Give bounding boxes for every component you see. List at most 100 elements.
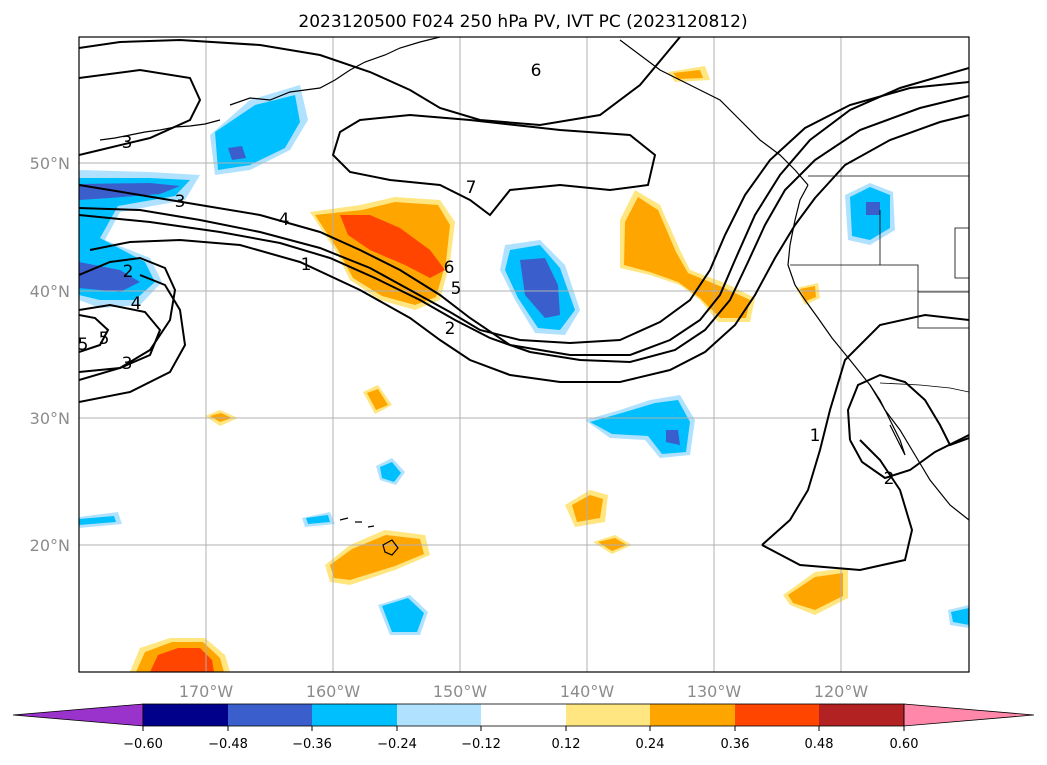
contour-label: 2 <box>884 469 895 489</box>
contour-label: 7 <box>466 178 477 198</box>
colorbar-segment <box>397 704 481 726</box>
lon-label-120w: 120°W <box>814 682 869 701</box>
colorbar: −0.60 −0.48 −0.36 −0.24 −0.12 0.12 0.24 … <box>12 703 1035 752</box>
colorbar-tick-label: −0.24 <box>377 737 417 752</box>
colorbar-segment <box>566 704 650 726</box>
colorbar-segment <box>228 704 312 726</box>
contour-label: 4 <box>279 210 290 230</box>
hawaii-islands <box>339 517 375 528</box>
neg-strong-west <box>79 183 180 200</box>
colorbar-tick-label: 0.24 <box>636 737 665 752</box>
lat-label-20n: 20°N <box>30 536 70 555</box>
pos-strong-sw <box>150 648 214 672</box>
contour-label: 2 <box>445 319 456 339</box>
lon-label-150w: 150°W <box>433 682 488 701</box>
colorbar-tick-label: −0.60 <box>123 737 163 752</box>
lat-labels: 50°N 40°N 30°N 20°N <box>30 154 70 555</box>
baja-california <box>869 384 906 456</box>
map-frame <box>78 36 970 673</box>
contour-label: 6 <box>444 258 455 278</box>
contour-5-main <box>79 95 969 364</box>
contour-label: 3 <box>122 354 133 374</box>
contour-3-main <box>79 67 969 356</box>
neg-strong-central <box>520 258 560 318</box>
colorbar-tick-label: 0.48 <box>805 737 834 752</box>
contour-lower-left <box>79 274 187 403</box>
neg-mid-small3 <box>79 516 116 525</box>
lat-label-30n: 30°N <box>30 409 70 428</box>
colorbar-tick-label: −0.48 <box>208 737 248 752</box>
pos-mid-small3 <box>367 389 388 410</box>
contour-labels: 6 3 3 4 1 7 6 5 2 2 4 5 5 3 1 2 <box>78 61 895 489</box>
lat-label-50n: 50°N <box>30 154 70 173</box>
us-mexico-border <box>879 382 969 393</box>
colorbar-segment <box>735 704 819 726</box>
pos-mid-east <box>624 197 750 318</box>
colorbar-tick-label: −0.12 <box>461 737 501 752</box>
colorbar-frame <box>142 703 905 727</box>
colorbar-segment <box>143 704 228 726</box>
contour-1-east-closed <box>761 439 914 572</box>
contour-1-east <box>761 313 969 546</box>
contour-1-main <box>89 114 969 383</box>
contour-label: 1 <box>810 426 821 446</box>
contour-label: 3 <box>175 192 186 212</box>
colorbar-segment <box>312 704 397 726</box>
neg-strong-wc <box>866 202 880 215</box>
pos-mid-hawaii <box>330 535 424 580</box>
contour-label: 1 <box>301 255 312 275</box>
lon-label-130w: 130°W <box>687 682 742 701</box>
alaska-coast <box>229 37 441 106</box>
contour-label: 3 <box>122 133 133 153</box>
contour-7-loop <box>331 113 657 217</box>
alaska-panhandle <box>619 39 809 186</box>
neg-mid-southeast <box>590 400 690 454</box>
contour-3-left <box>79 303 162 373</box>
contour-6-north <box>79 37 681 127</box>
pos-mid-alaska <box>673 70 703 79</box>
colorbar-segment <box>819 704 904 726</box>
contour-2-main <box>79 256 177 381</box>
contour-2-east-b <box>849 434 969 480</box>
hawaii-big-island <box>382 539 399 556</box>
contour-label: 4 <box>131 294 142 314</box>
neg-mid-small2 <box>306 515 330 524</box>
pos-mid-se <box>788 573 843 610</box>
contour-label: 2 <box>123 262 134 282</box>
pv-contours <box>79 37 969 572</box>
colorbar-tick-label: −0.36 <box>292 737 332 752</box>
neg-mid-hawaii-south <box>382 598 424 632</box>
pos-strong-main <box>340 215 445 278</box>
contour-4-main <box>79 81 969 345</box>
colorbar-tick-labels: −0.60 −0.48 −0.36 −0.24 −0.12 0.12 0.24 … <box>123 737 918 752</box>
colorbar-extend-low <box>12 703 144 727</box>
colorbar-tick-label: 0.36 <box>721 737 750 752</box>
lon-labels: 170°W 160°W 150°W 140°W 130°W 120°W <box>179 682 869 701</box>
contour-2-east <box>846 373 969 447</box>
neg-mid-small1 <box>380 462 401 482</box>
us-state-borders <box>790 210 969 329</box>
aleutian-islands <box>99 119 221 141</box>
lat-label-40n: 40°N <box>30 282 70 301</box>
contour-label: 5 <box>99 329 110 349</box>
lon-label-140w: 140°W <box>560 682 615 701</box>
neg-strong-se <box>666 430 680 445</box>
colorbar-tick-label: 0.60 <box>890 737 919 752</box>
neg-mid-small4 <box>951 608 969 625</box>
colorbar-tick-label: 0.12 <box>552 737 581 752</box>
lon-label-160w: 160°W <box>306 682 361 701</box>
contour-label: 5 <box>78 335 89 355</box>
map-panel: 6 3 3 4 1 7 6 5 2 2 4 5 5 3 1 2 <box>78 37 969 672</box>
colorbar-segment <box>650 704 735 726</box>
contour-label: 6 <box>531 61 542 81</box>
figure-title: 2023120500 F024 250 hPa PV, IVT PC (2023… <box>298 12 747 32</box>
pos-mid-coast <box>800 286 816 301</box>
colorbar-segment <box>481 704 566 726</box>
contour-5-left <box>79 314 110 353</box>
colorbar-ticks <box>142 726 905 731</box>
colorbar-extend-high <box>903 703 1035 727</box>
contour-label: 5 <box>451 279 462 299</box>
lon-label-170w: 170°W <box>179 682 234 701</box>
neg-strong-aleutian <box>228 146 246 160</box>
